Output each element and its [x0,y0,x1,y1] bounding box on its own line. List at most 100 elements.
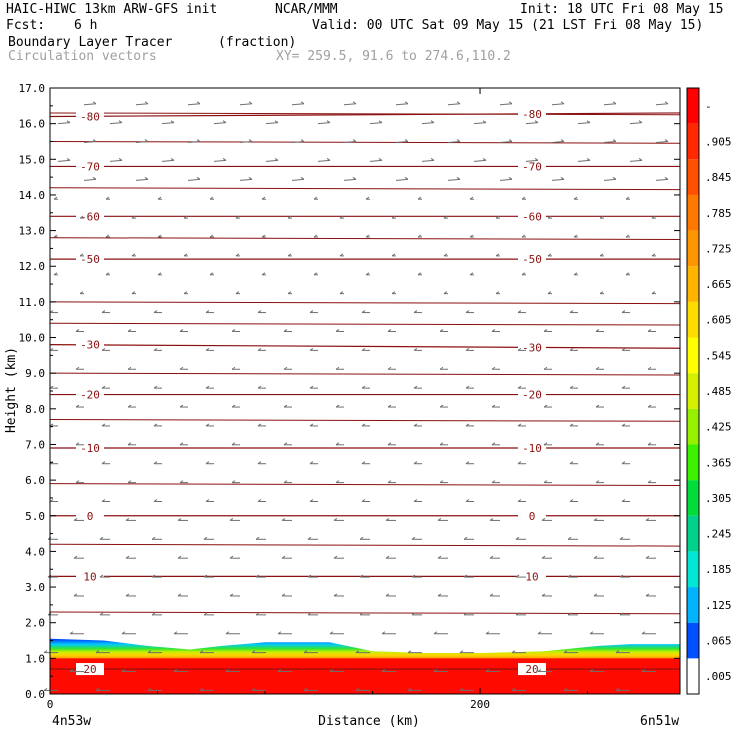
circulation-vector [83,103,97,106]
vector-arrowhead [196,176,201,180]
colorbar-swatch [687,551,699,588]
vector-arrowhead [463,612,468,616]
tracer-core [50,658,680,694]
vector-arrowhead [248,139,253,142]
vector-arrowhead [647,442,652,446]
vector-arrowhead [335,442,340,446]
isotherm-label-bg [518,388,546,401]
vector-arrowhead [118,158,123,161]
colorbar-swatch [687,515,699,552]
colorbar-swatch [687,373,699,409]
isotherm-label-bg [518,442,546,455]
vector-arrowhead [231,480,236,484]
vector-arrowhead [255,612,260,616]
isotherm-label: 10 [83,570,96,583]
vector-arrowhead [625,272,630,276]
vector-arrowhead [439,442,444,446]
vector-arrowhead [573,196,578,200]
vector-arrowhead [517,461,522,465]
vector-arrowhead [205,385,210,389]
vector-arrowhead [645,517,650,521]
vector-arrowhead [638,120,643,124]
vector-arrowhead [75,329,80,332]
vector-arrowhead [437,555,442,559]
vector-arrowhead [385,517,390,521]
colorbar-label: .005 [705,670,732,683]
isotherm-line [49,419,681,422]
vector-arrowhead [387,329,392,332]
colorbar-swatch [687,408,699,445]
circulation-vector [187,103,201,106]
colorbar-label: .065 [705,635,732,648]
vector-arrowhead [222,120,227,124]
vector-arrowhead [144,176,149,180]
vector-arrowhead [205,310,210,313]
circulation-vector [655,103,669,106]
colorbar-label: .605 [705,314,732,327]
isotherm-label-bg [518,160,546,173]
vector-arrowhead [300,101,305,105]
vector-arrowhead [391,215,396,219]
vector-arrowhead [365,234,370,238]
vector-arrowhead [229,517,234,521]
circulation-vector [213,159,227,162]
init-time: Init: 18 UTC Fri 08 May 15 [520,2,724,17]
colorbar-swatch [687,337,699,374]
vector-arrowhead [300,139,305,142]
vector-arrowhead [127,404,132,408]
vector-arrowhead [547,291,552,295]
vector-arrowhead [413,347,418,351]
circulation-vector [83,178,97,181]
y-tick-label: 0.0 [25,688,45,701]
vector-arrowhead [485,669,490,672]
colorbar-label: .785 [705,207,732,220]
vector-arrowhead [75,442,80,446]
vector-arrowhead [255,536,260,540]
vector-arrowhead [543,329,548,332]
vector-arrowhead [95,650,100,654]
vector-arrowhead [465,310,470,313]
vector-arrowhead [495,253,500,257]
vector-arrowhead [225,631,230,635]
y-tick-label: 5.0 [25,510,45,523]
circulation-vector [343,103,357,106]
vector-arrowhead [569,310,574,313]
colorbar-swatch [687,480,699,516]
vector-arrowhead [157,234,162,238]
vector-arrowhead [229,593,234,597]
vector-arrowhead [547,215,552,219]
vector-arrowhead [625,196,630,200]
vector-arrowhead [619,612,624,616]
isotherm-contours: -80 -80 -70 -70 -60 -60 -50 -50 -30 -30 -20 -20 -10 -… [49,107,681,676]
vector-arrowhead [387,442,392,446]
colorbar-swatch [687,88,699,124]
vector-arrowhead [521,196,526,200]
y-tick-label: 15.0 [19,153,46,166]
vector-arrowhead [209,196,214,200]
vector-arrowhead [105,272,110,276]
vector-arrowhead [274,158,279,161]
vector-arrowhead [621,423,626,427]
y-tick-label: 2.0 [25,617,45,630]
field-name: Boundary Layer Tracer [8,35,173,50]
vector-arrowhead [205,423,210,427]
plot-frame [49,87,681,695]
circulation-vector [655,141,669,144]
isotherm-line [49,140,681,144]
colorbar-swatch [687,194,699,231]
isotherm-label: 0 [87,510,94,523]
vector-arrowhead [625,234,630,238]
isotherm-label: -50 [522,253,542,266]
vector-arrowhead [131,291,136,295]
vector-arrowhead [619,574,624,578]
vector-arrowhead [437,517,442,521]
vector-arrowhead [287,291,292,295]
isotherm-line [49,301,681,305]
circulation-vector [135,103,149,106]
vector-arrowhead [508,176,513,180]
vector-arrowhead [569,423,574,427]
circulation-vector [395,141,409,144]
vector-arrowhead [595,480,600,484]
isotherm-label: -60 [80,210,100,223]
vector-arrowhead [443,291,448,295]
